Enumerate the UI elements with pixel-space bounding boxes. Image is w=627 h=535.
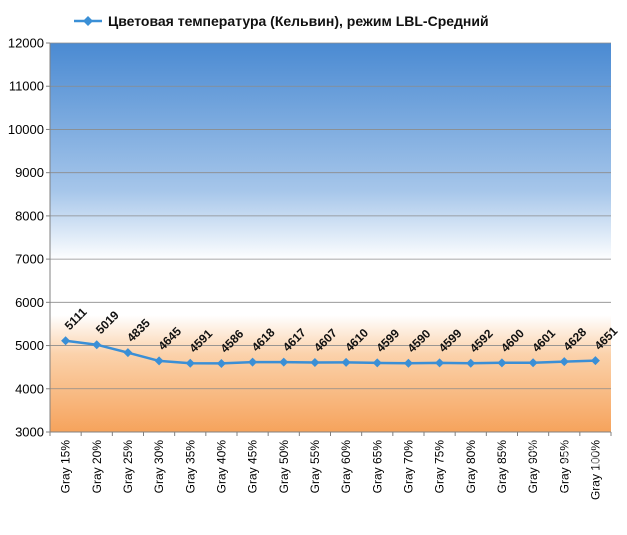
data-point-marker (216, 358, 226, 368)
x-tick-label: Gray 80% (464, 440, 478, 494)
data-point-marker (154, 356, 164, 366)
x-tick-label: Gray 40% (214, 440, 228, 494)
watermark-tagline: Daily Digital Digest (509, 491, 596, 501)
gridlines (50, 42, 611, 433)
data-point-marker (559, 357, 569, 367)
x-tick-label: Gray 45% (246, 440, 260, 494)
x-tick-label: Gray 95% (557, 440, 571, 494)
y-tick-label: 4000 (15, 381, 44, 396)
data-point-marker (528, 358, 538, 368)
y-tick-label: 12000 (8, 36, 44, 51)
plot-background (50, 43, 611, 432)
data-point-marker (123, 348, 133, 358)
x-tick-label: Gray 70% (401, 440, 415, 494)
data-point-marker (435, 358, 445, 368)
data-point-marker (310, 358, 320, 368)
legend-label: Цветовая температура (Кельвин), режим LB… (108, 13, 489, 29)
y-tick-label: 8000 (15, 208, 44, 223)
data-point-marker (248, 357, 258, 367)
x-tick-label: Gray 75% (433, 440, 447, 494)
x-tick-label: Gray 90% (526, 440, 540, 494)
data-point-marker (403, 358, 413, 368)
x-tick-label: Gray 85% (495, 440, 509, 494)
data-point-marker (279, 357, 289, 367)
data-point-marker (466, 358, 476, 368)
x-tick-label: Gray 55% (308, 440, 322, 494)
legend-marker (83, 16, 93, 26)
x-tick-label: Gray 25% (121, 440, 135, 494)
legend: Цветовая температура (Кельвин), режим LB… (74, 13, 489, 29)
x-tick-label: Gray 50% (277, 440, 291, 494)
x-tick-label: Gray 35% (183, 440, 197, 494)
y-tick-label: 11000 (9, 79, 44, 94)
data-point-marker (372, 358, 382, 368)
data-point-marker (590, 356, 600, 366)
x-tick-label: Gray 20% (90, 440, 104, 494)
watermark-logo: 3DNews (507, 436, 627, 474)
x-axis: Gray 15% Gray 20% Gray 25% Gray 30% Gray 35%… (49, 431, 612, 500)
y-tick-label: 3000 (15, 425, 44, 440)
y-tick-label: 9000 (15, 165, 44, 180)
series-line (61, 336, 600, 368)
data-point-marker (185, 358, 195, 368)
data-point-marker (92, 340, 102, 350)
x-tick-label: Gray 15% (59, 440, 73, 494)
watermark-3dnews: 3DNews Daily Digital Digest (506, 435, 627, 501)
data-point-marker (61, 336, 71, 346)
data-point-marker (341, 357, 351, 367)
y-tick-label: 7000 (15, 252, 44, 267)
x-tick-label: Gray 65% (370, 440, 384, 494)
y-tick-label: 5000 (15, 338, 44, 353)
x-tick-label: Gray 30% (152, 440, 166, 494)
series-line-path (65, 339, 596, 365)
y-axis: 3000 4000 5000 6000 7000 8000 9000 10000 11000 12… (8, 36, 51, 440)
data-point-marker (497, 358, 507, 368)
y-tick-label: 10000 (8, 122, 44, 137)
x-tick-label: Gray 60% (339, 440, 353, 494)
x-tick-label: Gray 100% (588, 440, 602, 500)
y-tick-label: 6000 (15, 295, 44, 310)
